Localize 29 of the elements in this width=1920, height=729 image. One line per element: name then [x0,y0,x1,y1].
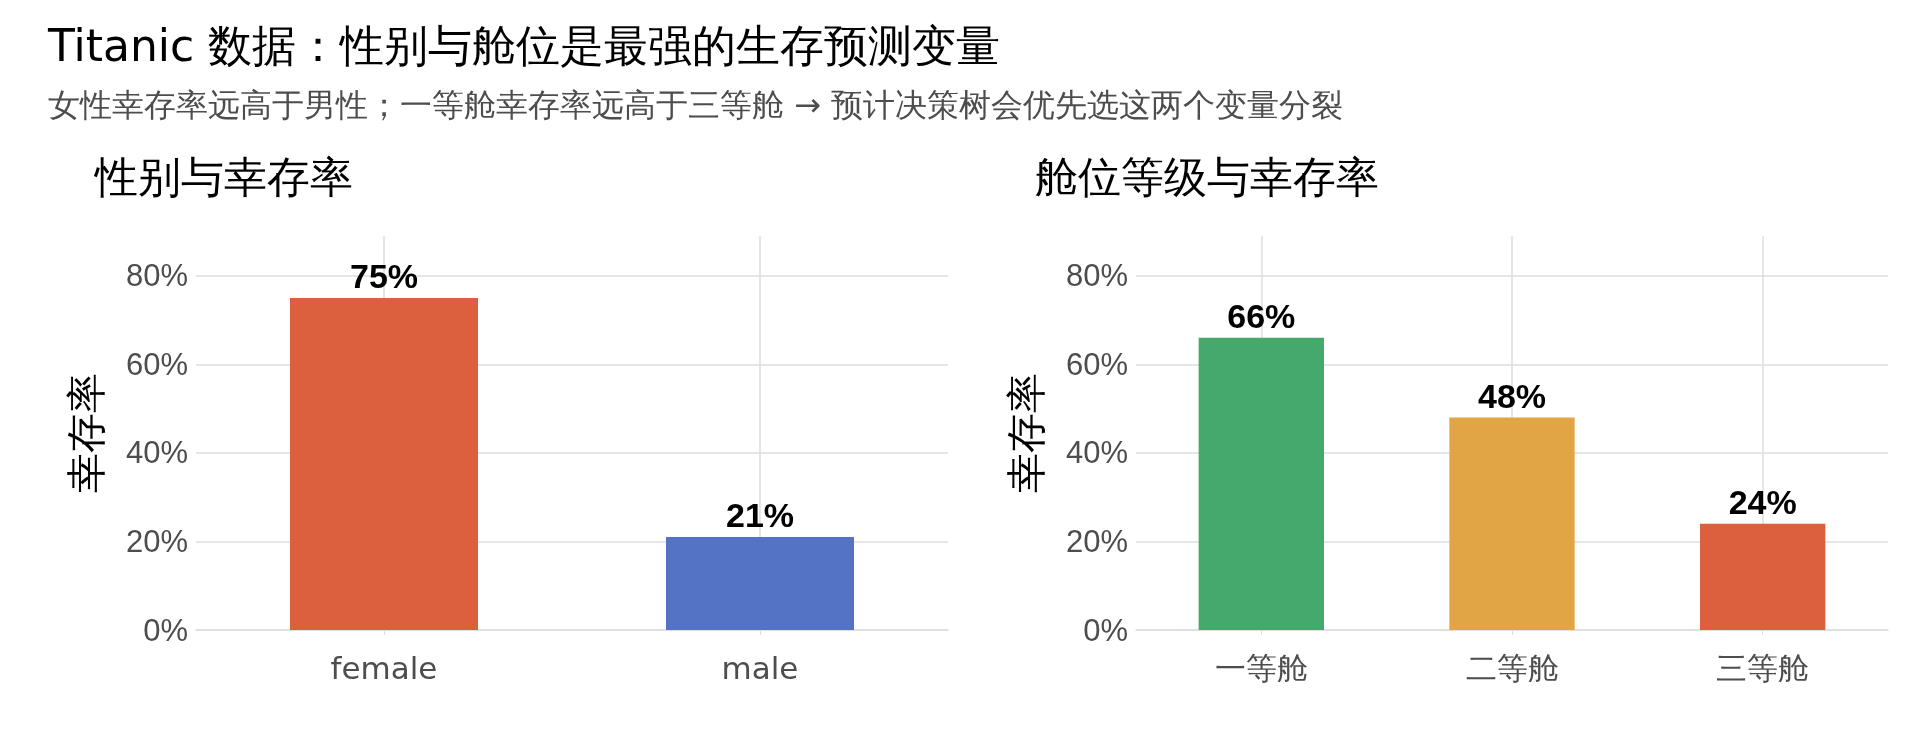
bar [1700,523,1826,630]
y-axis-title: 幸存率 [63,373,109,493]
text: 女性幸存率远高于男性；一等舱幸存率远高于三等舱 → 预计决策树会优先选这两个变量分裂 [48,85,1344,126]
data-label: 24% [1728,482,1797,521]
data-label: 75% [349,256,419,295]
y-tick-label: 80% [1065,258,1128,294]
y-tick-label: 20% [125,523,188,559]
data-label: 66% [1227,296,1296,335]
data-label: 48% [1477,376,1547,415]
y-axis-title: 幸存率 [1003,373,1049,493]
x-tick-label: 三等舱 [1716,649,1810,686]
bar [1198,337,1324,630]
x-tick-label: 二等舱 [1465,649,1559,686]
x-tick-label: male [721,649,799,686]
y-tick-label: 0% [1083,612,1128,648]
y-tick-label: 40% [125,435,188,471]
y-tick-label: 80% [125,258,188,294]
x-tick-label: female [330,649,438,686]
bar [1449,417,1575,630]
chart-title: 舱位等级与幸存率 [1035,151,1379,202]
data-label: 21% [725,496,795,535]
text: Titanic 数据：性别与舱位是最强的生存预测变量 [48,19,1002,73]
y-tick-label: 60% [125,346,188,382]
chart-title: 性别与幸存率 [93,151,353,202]
y-tick-label: 0% [143,612,188,648]
x-tick-label: 一等舱 [1214,649,1308,686]
y-tick-label: 20% [1065,523,1128,559]
y-tick-label: 60% [1065,346,1128,382]
y-tick-label: 40% [1065,435,1128,471]
